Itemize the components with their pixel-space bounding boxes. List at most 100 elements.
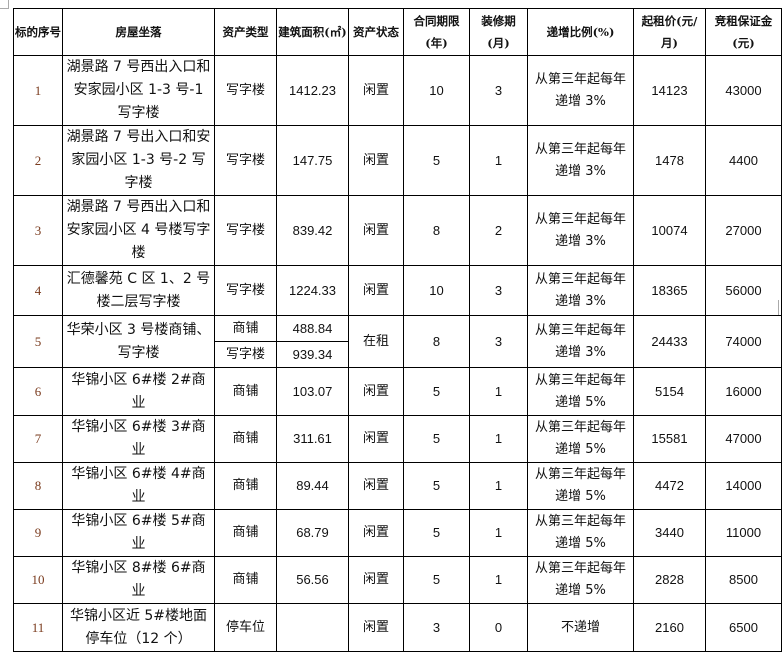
asset-type-cell: 商铺	[214, 556, 277, 604]
area-cell: 56.56	[276, 556, 349, 604]
price-cell: 10074	[633, 195, 706, 266]
header-term: 合同期限(年)	[403, 8, 470, 56]
area-cell	[276, 603, 349, 652]
row-number: 1	[13, 55, 63, 126]
increase-cell: 从第三年起每年递增 5%	[527, 556, 634, 604]
asset-type-cell: 商铺	[214, 367, 277, 416]
price-cell: 3440	[633, 509, 706, 557]
row-number: 7	[13, 415, 63, 463]
deposit-cell: 16000	[705, 367, 782, 416]
asset-type-cell: 写字楼	[214, 195, 277, 266]
row-number: 3	[13, 195, 63, 266]
decor-cell: 1	[469, 556, 528, 604]
table-subrow: 写字楼 939.34	[14, 341, 782, 368]
asset-type-cell: 商铺	[214, 315, 277, 342]
price-cell: 2160	[633, 603, 706, 652]
asset-type-cell: 商铺	[214, 509, 277, 557]
row-number: 2	[13, 125, 63, 196]
table-row: 4 汇德馨苑 C 区 1、2 号楼二层写字楼 写字楼 1224.33 闲置 10 3 从第三年…	[13, 265, 782, 316]
deposit-cell: 74000	[705, 315, 782, 368]
header-price: 起租价(元/月)	[633, 8, 706, 56]
status-cell: 闲置	[348, 509, 404, 557]
lease-table: 标的序号 房屋坐落 资产类型 建筑面积(㎡) 资产状态 合同期限(年) 装修期(…	[13, 8, 782, 652]
area-cell: 939.34	[276, 341, 349, 368]
header-decor: 装修期(月)	[469, 8, 528, 56]
table-row: 10 华锦小区 8#楼 6#商业 商铺 56.56 闲置 5 1 从第三年起每年递增 5% 28…	[13, 556, 782, 604]
increase-cell: 从第三年起每年递增 5%	[527, 367, 634, 416]
deposit-cell: 4400	[705, 125, 782, 196]
deposit-cell: 47000	[705, 415, 782, 463]
increase-cell: 从第三年起每年递增 3%	[527, 265, 634, 316]
asset-type-cell: 写字楼	[214, 125, 277, 196]
status-cell: 闲置	[348, 603, 404, 652]
area-cell: 1412.23	[276, 55, 349, 126]
term-cell: 8	[403, 315, 470, 368]
address-cell: 湖景路 7 号西出入口和安家园小区 1-3 号-1 写字楼	[62, 55, 215, 126]
address-cell: 华荣小区 3 号楼商铺、写字楼	[62, 315, 215, 368]
address-cell: 华锦小区 8#楼 6#商业	[62, 556, 215, 604]
decor-cell: 3	[469, 315, 528, 368]
price-cell: 5154	[633, 367, 706, 416]
area-cell: 311.61	[276, 415, 349, 463]
term-cell: 5	[403, 556, 470, 604]
term-cell: 10	[403, 55, 470, 126]
header-row: 标的序号 房屋坐落 资产类型 建筑面积(㎡) 资产状态 合同期限(年) 装修期(…	[13, 8, 782, 56]
header-no: 标的序号	[13, 8, 63, 56]
decor-cell: 1	[469, 509, 528, 557]
price-cell: 4472	[633, 462, 706, 510]
deposit-cell: 43000	[705, 55, 782, 126]
address-cell: 华锦小区 6#楼 3#商业	[62, 415, 215, 463]
header-increase: 递增比例(%)	[527, 8, 634, 56]
status-cell: 闲置	[348, 125, 404, 196]
row-number: 6	[13, 367, 63, 416]
increase-cell: 从第三年起每年递增 3%	[527, 55, 634, 126]
decor-cell: 3	[469, 55, 528, 126]
term-cell: 5	[403, 462, 470, 510]
price-cell: 15581	[633, 415, 706, 463]
table-row: 3 湖景路 7 号西出入口和安家园小区 4 号楼写字楼 写字楼 839.42 闲置 8 2 从…	[13, 195, 782, 266]
address-cell: 湖景路 7 号出入口和安家园小区 1-3 号-2 写字楼	[62, 125, 215, 196]
status-cell: 闲置	[348, 265, 404, 316]
price-cell: 1478	[633, 125, 706, 196]
address-cell: 华锦小区近 5#楼地面停车位（12 个）	[62, 603, 215, 652]
status-cell: 在租	[348, 315, 404, 368]
address-cell: 华锦小区 6#楼 4#商业	[62, 462, 215, 510]
header-address: 房屋坐落	[62, 8, 215, 56]
deposit-cell: 11000	[705, 509, 782, 557]
term-cell: 5	[403, 125, 470, 196]
row-number: 11	[13, 603, 63, 652]
area-cell: 147.75	[276, 125, 349, 196]
area-cell: 839.42	[276, 195, 349, 266]
deposit-cell: 56000	[705, 265, 782, 316]
area-cell: 488.84	[276, 315, 349, 342]
deposit-cell: 14000	[705, 462, 782, 510]
increase-cell: 从第三年起每年递增 3%	[527, 125, 634, 196]
decor-cell: 1	[469, 462, 528, 510]
increase-cell: 不递增	[527, 603, 634, 652]
term-cell: 3	[403, 603, 470, 652]
term-cell: 8	[403, 195, 470, 266]
increase-cell: 从第三年起每年递增 5%	[527, 462, 634, 510]
area-cell: 1224.33	[276, 265, 349, 316]
asset-type-cell: 停车位	[214, 603, 277, 652]
deposit-cell: 6500	[705, 603, 782, 652]
asset-type-cell: 商铺	[214, 462, 277, 510]
asset-type-cell: 写字楼	[214, 265, 277, 316]
decor-cell: 1	[469, 125, 528, 196]
header-type: 资产类型	[214, 8, 277, 56]
status-cell: 闲置	[348, 556, 404, 604]
row-number: 9	[13, 509, 63, 557]
asset-type-cell: 商铺	[214, 415, 277, 463]
term-cell: 5	[403, 415, 470, 463]
header-area: 建筑面积(㎡)	[276, 8, 349, 56]
decor-cell: 1	[469, 415, 528, 463]
table-row: 2 湖景路 7 号出入口和安家园小区 1-3 号-2 写字楼 写字楼 147.75 闲置…	[13, 125, 782, 196]
price-cell: 14123	[633, 55, 706, 126]
address-cell: 华锦小区 6#楼 5#商业	[62, 509, 215, 557]
area-cell: 103.07	[276, 367, 349, 416]
address-cell: 华锦小区 6#楼 2#商业	[62, 367, 215, 416]
asset-type-cell: 写字楼	[214, 341, 277, 368]
deposit-cell: 8500	[705, 556, 782, 604]
deposit-cell: 27000	[705, 195, 782, 266]
decor-cell: 0	[469, 603, 528, 652]
